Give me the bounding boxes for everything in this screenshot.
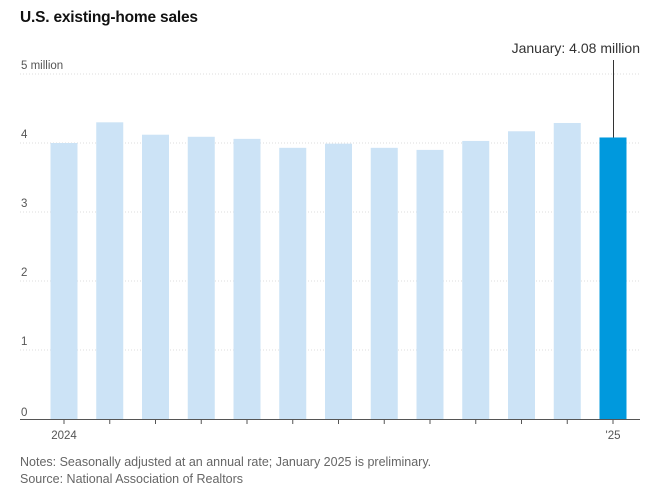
y-tick-label: 4 [21, 129, 28, 141]
x-tick-labels: 2024 '25 [51, 430, 620, 442]
bars [50, 122, 627, 420]
bar [553, 122, 581, 420]
bar [50, 143, 78, 419]
bar [279, 147, 307, 419]
bar [325, 143, 352, 419]
chart-notes: Notes: Seasonally adjusted at an annual … [20, 454, 431, 488]
source-text: Source: National Association of Realtors [20, 472, 244, 486]
y-tick-label: 2 [21, 267, 27, 279]
x-axis [20, 419, 640, 424]
annotation-label: January: 4.08 million [512, 40, 640, 56]
y-tick-labels: 0 1 2 3 4 5 million [21, 60, 63, 419]
annotation: January: 4.08 million [512, 40, 640, 138]
x-tick-label: 2024 [51, 430, 77, 442]
y-tick-label: 1 [21, 336, 27, 348]
bar [187, 136, 215, 420]
y-tick-label: 5 million [21, 60, 63, 72]
y-tick-label: 0 [21, 407, 27, 419]
chart-title: U.S. existing-home sales [20, 9, 198, 26]
notes-text: Notes: Seasonally adjusted at an annual … [20, 455, 432, 469]
bar [142, 134, 169, 419]
bar [370, 147, 398, 419]
x-tick-label: '25 [606, 430, 621, 442]
bar-highlighted [599, 137, 627, 420]
bar-chart: 0 1 2 3 4 5 million 2024 '25 January: 4.08 mil… [20, 40, 640, 442]
bar [508, 131, 535, 419]
bar [96, 122, 124, 420]
bar [416, 149, 444, 419]
bar [462, 140, 490, 419]
y-tick-label: 3 [21, 198, 27, 210]
bar [233, 138, 261, 420]
